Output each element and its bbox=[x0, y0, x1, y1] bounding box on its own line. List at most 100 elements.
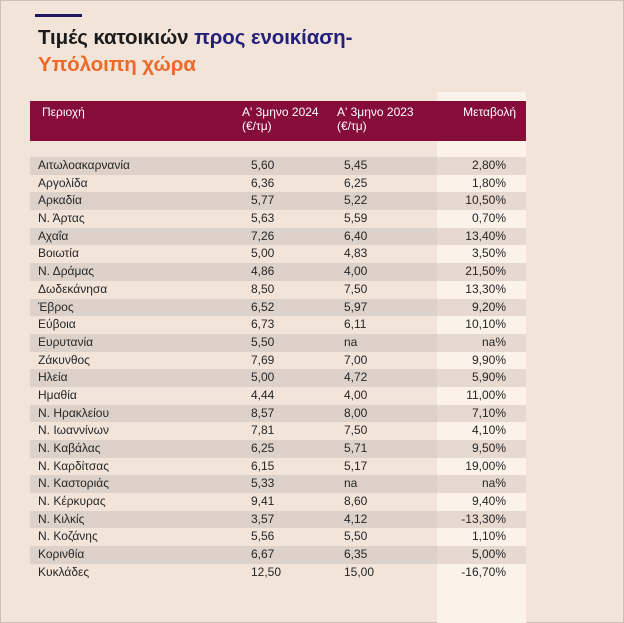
table-row: Ν. Καστοριάς 5,33 na na% bbox=[30, 475, 526, 494]
table-row: Αιτωλοακαρνανία 5,60 5,45 2,80% bbox=[30, 157, 526, 175]
cell-change: na% bbox=[481, 476, 506, 491]
change-cell-bg bbox=[437, 333, 526, 352]
table-row: Έβρος 6,52 5,97 9,20% bbox=[30, 298, 526, 317]
cell-q1-2023: 5,45 bbox=[344, 158, 368, 172]
cell-q1-2024: 5,33 bbox=[251, 476, 275, 491]
cell-q1-2023: 5,97 bbox=[344, 299, 368, 314]
cell-change: 10,10% bbox=[465, 317, 506, 332]
cell-change: 19,00% bbox=[465, 458, 506, 473]
cell-change: 9,40% bbox=[471, 494, 506, 509]
header-q1-2024-unit: (€/τμ) bbox=[242, 119, 272, 133]
cell-change: 10,50% bbox=[465, 193, 506, 208]
cell-region: Βοιωτία bbox=[38, 246, 79, 261]
table-row: Ν. Άρτας 5,63 5,59 0,70% bbox=[30, 210, 526, 228]
cell-q1-2024: 5,00 bbox=[251, 370, 275, 385]
cell-region: Ν. Καρδίτσας bbox=[38, 458, 109, 473]
cell-change: 11,00% bbox=[466, 387, 506, 402]
cell-region: Ευρυτανία bbox=[38, 334, 94, 349]
cell-q1-2024: 6,73 bbox=[251, 317, 275, 332]
cell-region: Ημαθία bbox=[38, 387, 77, 402]
cell-q1-2023: 5,71 bbox=[344, 441, 368, 455]
header-q1-2023-unit: (€/τμ) bbox=[337, 119, 367, 133]
cell-q1-2023: 4,00 bbox=[344, 264, 368, 279]
cell-change: 21,50% bbox=[465, 264, 506, 279]
cell-q1-2023: 4,83 bbox=[344, 246, 368, 261]
cell-q1-2023: 4,12 bbox=[344, 511, 368, 526]
title-part-3: Υπόλοιπη χώρα bbox=[38, 53, 196, 76]
cell-region: Ν. Δράμας bbox=[38, 264, 95, 279]
cell-region: Ν. Κέρκυρας bbox=[38, 494, 106, 509]
cell-region: Ν. Καστοριάς bbox=[38, 476, 109, 491]
cell-q1-2024: 4,44 bbox=[251, 387, 275, 402]
table-row: Ν. Ιωαννίνων 7,81 7,50 4,10% bbox=[30, 422, 526, 440]
table-body: Αιτωλοακαρνανία 5,60 5,45 2,80% Αργολίδα 6,36… bbox=[30, 157, 526, 582]
cell-q1-2023: 4,00 bbox=[344, 387, 368, 402]
cell-q1-2023: 4,72 bbox=[344, 370, 368, 385]
cell-q1-2024: 6,15 bbox=[251, 458, 275, 473]
cell-q1-2023: 7,50 bbox=[344, 281, 368, 296]
change-cell-bg bbox=[437, 404, 526, 423]
cell-region: Κορινθία bbox=[38, 547, 85, 562]
cell-change: 0,70% bbox=[471, 211, 506, 226]
table-row: Ν. Κέρκυρας 9,41 8,60 9,40% bbox=[30, 493, 526, 511]
cell-q1-2024: 7,81 bbox=[251, 423, 275, 438]
cell-q1-2024: 7,69 bbox=[251, 352, 275, 367]
header-change: Μεταβολή bbox=[463, 105, 516, 119]
cell-change: 9,50% bbox=[471, 441, 506, 455]
cell-q1-2024: 9,41 bbox=[251, 494, 275, 509]
cell-q1-2024: 7,26 bbox=[251, 228, 275, 243]
header-q1-2024: Α' 3μηνο 2024 (€/τμ) bbox=[242, 105, 319, 133]
cell-change: -16,70% bbox=[461, 564, 506, 579]
table-row: Ν. Ηρακλείου 8,57 8,00 7,10% bbox=[30, 404, 526, 423]
cell-change: 7,10% bbox=[471, 405, 506, 420]
cell-q1-2024: 5,56 bbox=[251, 529, 275, 544]
change-cell-bg bbox=[437, 546, 526, 564]
accent-rule bbox=[35, 14, 82, 17]
cell-q1-2023: 8,00 bbox=[344, 405, 368, 420]
table-row: Κορινθία 6,67 6,35 5,00% bbox=[30, 546, 526, 564]
cell-q1-2024: 6,67 bbox=[251, 547, 275, 562]
cell-change: na% bbox=[481, 334, 506, 349]
cell-region: Ηλεία bbox=[38, 370, 68, 385]
cell-q1-2023: 6,25 bbox=[344, 175, 368, 190]
table-row: Ζάκυνθος 7,69 7,00 9,90% bbox=[30, 352, 526, 370]
cell-q1-2024: 8,57 bbox=[251, 405, 275, 420]
cell-q1-2024: 3,57 bbox=[251, 511, 275, 526]
cell-q1-2023: 5,17 bbox=[344, 458, 368, 473]
cell-region: Αχαΐα bbox=[38, 228, 69, 243]
cell-q1-2023: 5,22 bbox=[344, 193, 368, 208]
cell-change: 1,80% bbox=[471, 175, 506, 190]
change-cell-bg bbox=[437, 192, 526, 211]
cell-q1-2024: 8,50 bbox=[251, 281, 275, 296]
table-row: Ν. Καρδίτσας 6,15 5,17 19,00% bbox=[30, 458, 526, 476]
cell-region: Ν. Καβάλας bbox=[38, 441, 101, 455]
header-region: Περιοχή bbox=[42, 105, 85, 119]
cell-change: 13,30% bbox=[465, 281, 506, 296]
cell-region: Αργολίδα bbox=[38, 175, 88, 190]
cell-region: Αιτωλοακαρνανία bbox=[38, 158, 130, 172]
header-q1-2024-label: Α' 3μηνο 2024 bbox=[242, 105, 319, 119]
change-cell-bg bbox=[437, 369, 526, 387]
table-row: Ν. Δράμας 4,86 4,00 21,50% bbox=[30, 263, 526, 281]
cell-region: Εύβοια bbox=[38, 317, 76, 332]
cell-region: Ν. Κιλκίς bbox=[38, 511, 85, 526]
change-column-highlight bbox=[437, 92, 526, 623]
change-cell-bg bbox=[437, 510, 526, 529]
cell-region: Ν. Ιωαννίνων bbox=[38, 423, 110, 438]
cell-change: 4,10% bbox=[471, 423, 506, 438]
cell-change: 9,20% bbox=[471, 299, 506, 314]
cell-q1-2024: 5,50 bbox=[251, 334, 275, 349]
cell-q1-2023: 6,35 bbox=[344, 547, 368, 562]
cell-q1-2023: 6,40 bbox=[344, 228, 368, 243]
cell-region: Ν. Άρτας bbox=[38, 211, 85, 226]
table-row: Εύβοια 6,73 6,11 10,10% bbox=[30, 316, 526, 334]
cell-change: -13,30% bbox=[461, 511, 506, 526]
cell-q1-2023: na bbox=[344, 476, 358, 491]
table-row: Ημαθία 4,44 4,00 11,00% bbox=[30, 387, 526, 405]
title-part-1: Τιμές κατοικιών bbox=[38, 26, 195, 49]
cell-change: 3,50% bbox=[471, 246, 506, 261]
title-part-2: προς ενοικίαση- bbox=[194, 26, 353, 49]
header-q1-2023-label: Α' 3μηνο 2023 bbox=[337, 105, 414, 119]
cell-q1-2023: 5,50 bbox=[344, 529, 368, 544]
change-cell-bg bbox=[437, 227, 526, 246]
